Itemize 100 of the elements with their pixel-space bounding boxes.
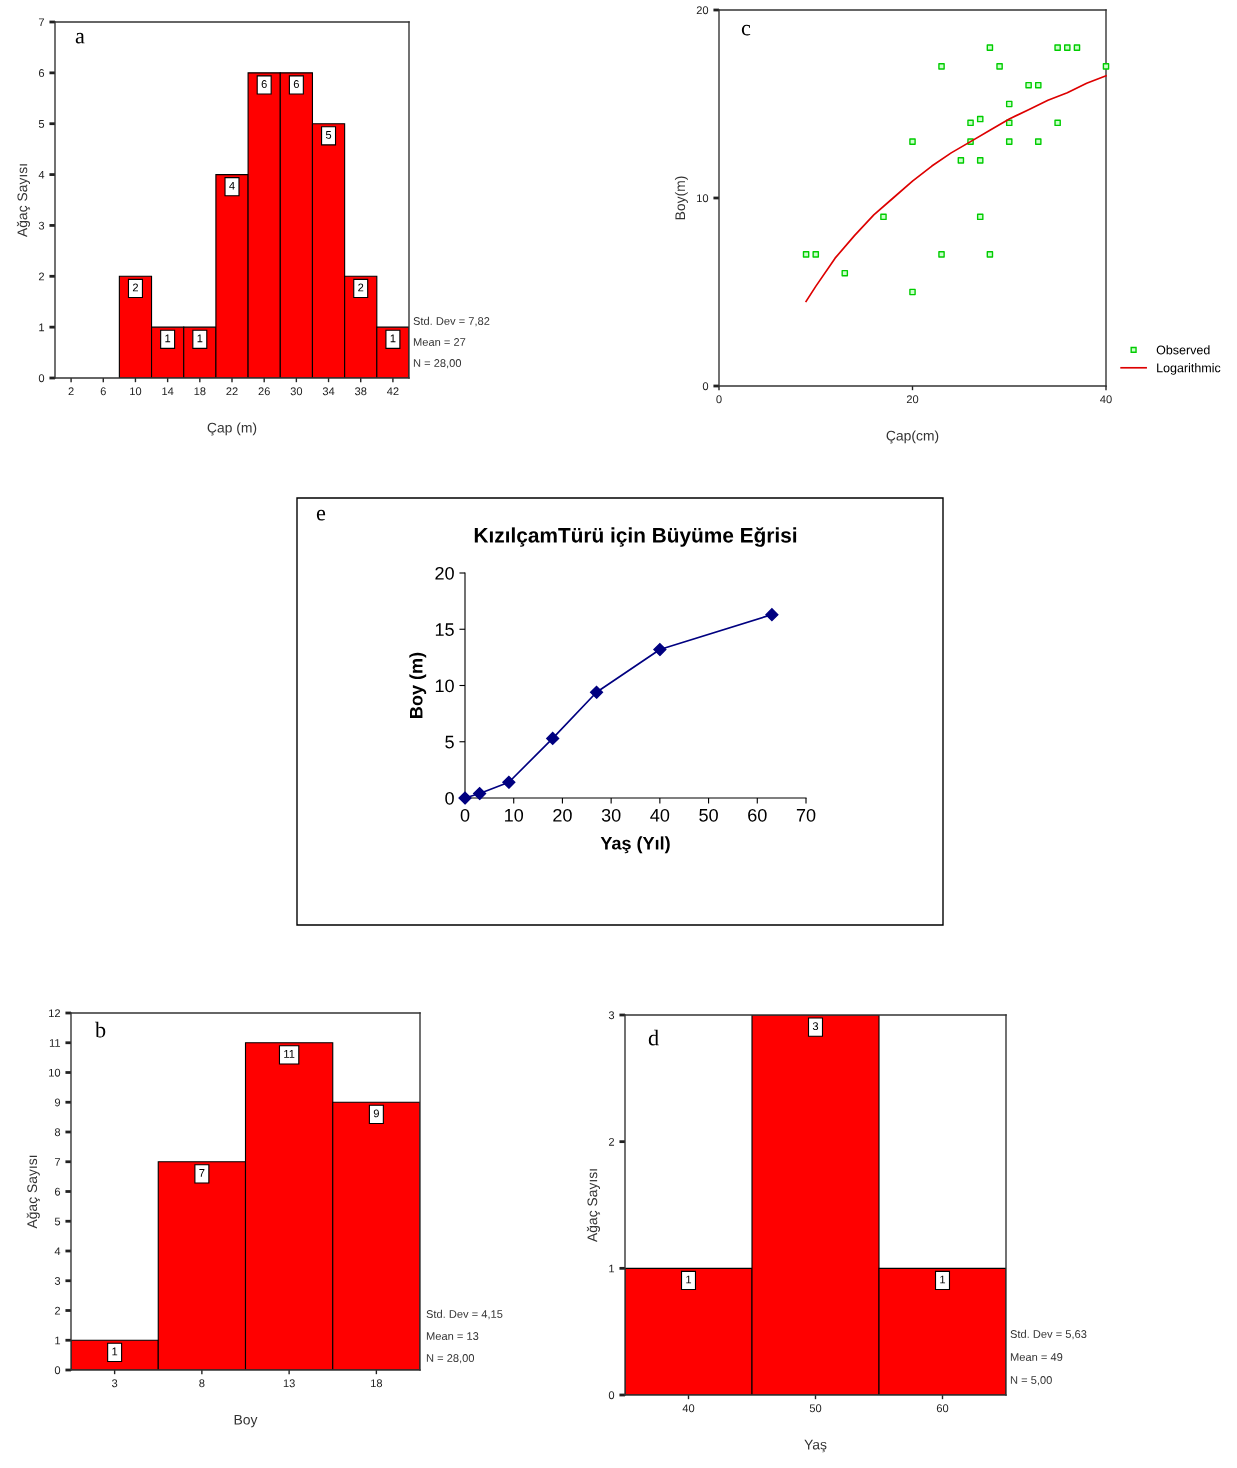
data-label: 1 xyxy=(197,334,203,343)
point xyxy=(1005,138,1013,145)
x-tick-label: 18 xyxy=(194,387,206,396)
data-label: 3 xyxy=(812,1022,819,1031)
text: N = 5,00 xyxy=(1010,1376,1052,1386)
point xyxy=(880,213,887,221)
y-tick-label: 10 xyxy=(49,1068,61,1077)
y-tick-label: 20 xyxy=(435,566,454,580)
x-tick-label: 2 xyxy=(68,387,74,396)
text: Std. Dev = 4,15 xyxy=(426,1309,503,1320)
point xyxy=(1073,44,1081,51)
y-tick-label: 15 xyxy=(435,623,454,636)
x-tick-label: 18 xyxy=(371,1379,383,1388)
x-axis-title: Yaş (Yıl) xyxy=(600,836,670,854)
y-tick-label: 20 xyxy=(696,6,709,15)
x-tick-label: 30 xyxy=(601,808,621,822)
data-label: 2 xyxy=(132,283,138,292)
point xyxy=(1034,138,1042,145)
point xyxy=(967,119,974,127)
x-tick-label: 30 xyxy=(290,387,303,396)
point xyxy=(1005,100,1013,108)
y-tick-label: 12 xyxy=(49,1009,61,1018)
point xyxy=(765,608,779,622)
point xyxy=(653,642,667,657)
y-tick-label: 6 xyxy=(54,1187,61,1196)
point xyxy=(802,251,810,258)
data-label: 9 xyxy=(373,1109,379,1118)
point xyxy=(957,157,965,164)
data-label: 11 xyxy=(284,1050,295,1058)
x-tick-label: 10 xyxy=(130,387,142,396)
x-tick-label: 22 xyxy=(226,387,238,396)
data-label: 5 xyxy=(325,131,332,139)
x-axis-title: Çap (m) xyxy=(207,422,257,436)
point xyxy=(996,63,1003,70)
point xyxy=(589,685,604,699)
y-tick-label: 9 xyxy=(54,1098,61,1107)
legend-label: Logarithmic xyxy=(1157,363,1221,375)
y-axis-title: Ağaç Sayısı xyxy=(586,1169,601,1243)
y-tick-label: 2 xyxy=(38,272,45,281)
point xyxy=(976,157,984,164)
data-label: 7 xyxy=(199,1169,205,1177)
point xyxy=(1025,81,1032,89)
y-tick-label: 5 xyxy=(38,120,45,128)
y-tick-label: 5 xyxy=(54,1217,61,1226)
data-label: 1 xyxy=(390,334,396,343)
point xyxy=(1034,81,1042,89)
x-tick-label: 60 xyxy=(748,808,767,822)
data-label: 1 xyxy=(112,1347,118,1356)
data-label: 6 xyxy=(293,80,299,88)
x-tick-label: 0 xyxy=(716,395,722,404)
text: e xyxy=(316,509,326,521)
annotation: b xyxy=(95,1021,106,1038)
x-tick-label: 50 xyxy=(809,1404,822,1413)
y-tick-label: 11 xyxy=(49,1039,61,1047)
text: Mean = 49 xyxy=(1010,1353,1063,1361)
point xyxy=(1005,119,1013,127)
y-tick-label: 10 xyxy=(435,679,454,693)
point xyxy=(938,251,945,258)
y-tick-label: 3 xyxy=(54,1277,61,1285)
text: Std. Dev = 5,63 xyxy=(1010,1329,1087,1340)
point xyxy=(938,63,945,70)
x-tick-label: 70 xyxy=(796,808,816,822)
text: Mean = 13 xyxy=(426,1332,479,1340)
data-label: 2 xyxy=(358,283,364,292)
data-label: 1 xyxy=(940,1275,946,1284)
y-axis-title: Ağaç Sayısı xyxy=(26,1155,40,1229)
y-tick-label: 2 xyxy=(608,1137,615,1146)
point xyxy=(473,786,487,801)
x-tick-label: 13 xyxy=(283,1379,295,1388)
point xyxy=(909,138,916,145)
x-tick-label: 3 xyxy=(111,1379,118,1388)
y-tick-label: 0 xyxy=(445,791,454,805)
x-axis-title: Boy xyxy=(234,1414,258,1428)
point xyxy=(546,731,560,745)
annotation: d xyxy=(648,1029,659,1046)
point xyxy=(986,44,994,51)
legend-label: Observed xyxy=(1156,345,1210,355)
x-tick-label: 20 xyxy=(553,808,572,822)
annotation: c xyxy=(741,24,751,36)
text: Mean = 27 xyxy=(413,338,466,346)
point xyxy=(986,251,994,258)
y-tick-label: 7 xyxy=(54,1158,61,1166)
x-tick-label: 20 xyxy=(906,395,919,404)
x-tick-label: 60 xyxy=(936,1404,949,1413)
point xyxy=(976,213,984,221)
y-tick-label: 5 xyxy=(445,735,454,749)
data-label: 4 xyxy=(229,181,235,190)
y-tick-label: 1 xyxy=(39,323,45,332)
x-tick-label: 10 xyxy=(505,808,524,822)
y-tick-label: 8 xyxy=(54,1128,61,1137)
point xyxy=(458,791,472,805)
y-tick-label: 1 xyxy=(55,1336,61,1345)
text: Std. Dev = 7,82 xyxy=(413,316,490,327)
x-axis-title: Çap(cm) xyxy=(886,430,939,444)
x-tick-label: 40 xyxy=(1100,395,1112,404)
point xyxy=(1054,44,1061,51)
chart-title: KızılçamTürü için Büyüme Eğrisi xyxy=(474,527,797,547)
x-axis-title: Yaş xyxy=(804,1439,827,1453)
y-tick-label: 7 xyxy=(38,18,45,27)
data-label: 1 xyxy=(686,1275,692,1284)
